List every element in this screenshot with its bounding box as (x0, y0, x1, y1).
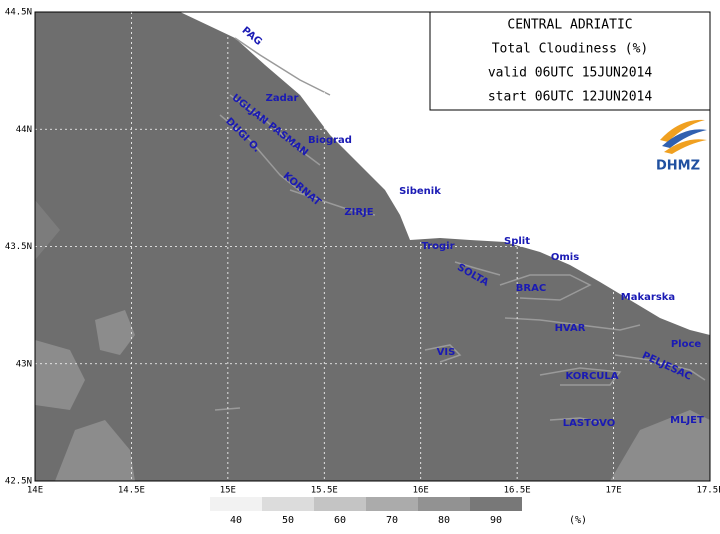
place-label: ZIRJE (344, 207, 373, 218)
island-outline (614, 354, 706, 381)
y-tick-label: 42.5N (5, 477, 32, 487)
coastlines (214, 37, 706, 423)
colorbar: 40 50 60 70 80 90 (%) (210, 497, 587, 526)
colorbar-label: 60 (334, 515, 346, 526)
title-line: CENTRAL ADRIATIC (507, 18, 632, 33)
colorbar-label: 70 (386, 515, 398, 526)
colorbar-box (314, 497, 366, 511)
map-frame (34, 11, 711, 482)
place-label: Makarska (621, 292, 675, 303)
x-tick-label: 16.5E (504, 486, 531, 496)
colorbar-box (470, 497, 522, 511)
colorbar-box (262, 497, 314, 511)
island-outline (219, 114, 306, 196)
island-outline (539, 367, 622, 386)
place-label: Split (504, 236, 530, 247)
colorbar-label: 40 (230, 515, 242, 526)
logo: DHMZ (656, 119, 707, 174)
cloud-patch (35, 200, 60, 260)
logo-text: DHMZ (656, 159, 700, 174)
cloud-patch (55, 420, 135, 481)
island-outline (229, 94, 321, 166)
island-outline (234, 37, 331, 96)
colorbar-unit: (%) (569, 515, 587, 526)
x-tick-label: 14.5E (118, 486, 145, 496)
colorbar-label: 90 (490, 515, 502, 526)
place-label: HVAR (555, 323, 586, 334)
island-outline (454, 261, 501, 276)
place-label: Sibenik (399, 186, 441, 197)
title-line: Total Cloudiness (%) (492, 42, 649, 57)
cloud-patch (610, 410, 710, 481)
colorbar-box (366, 497, 418, 511)
island-outline (289, 189, 376, 216)
island-outline (499, 274, 592, 301)
colorbar-label: 50 (282, 515, 294, 526)
title-line: valid 06UTC 15JUN2014 (488, 66, 653, 81)
y-tick-label: 43N (16, 359, 32, 369)
place-label: KORCULA (565, 371, 618, 382)
island-outline (549, 417, 601, 423)
x-tick-label: 16E (413, 486, 429, 496)
logo-swoosh (660, 119, 705, 142)
x-tick-label: 15E (220, 486, 236, 496)
y-tick-label: 43.5N (5, 242, 32, 252)
place-label: Trogir (421, 241, 454, 252)
place-label: LASTOVO (563, 418, 615, 429)
y-tick-label: 44.5N (5, 8, 32, 18)
island-outline (424, 344, 462, 363)
place-label: Ploce (671, 339, 702, 350)
place-label: Omis (551, 252, 579, 263)
title-line: start 06UTC 12JUN2014 (488, 90, 653, 105)
x-tick-label: 17.5E (696, 486, 720, 496)
x-tick-label: 15.5E (311, 486, 338, 496)
title-lines: CENTRAL ADRIATIC Total Cloudiness (%) vali… (488, 18, 653, 105)
place-label: Zadar (266, 93, 299, 104)
logo-swoosh (662, 129, 707, 148)
x-tick-label: 14E (27, 486, 43, 496)
place-label: VIS (437, 347, 456, 358)
place-label: Biograd (308, 135, 352, 146)
colorbar-box (210, 497, 262, 511)
place-label: BRAC (516, 283, 546, 294)
x-tick-label: 17E (605, 486, 621, 496)
place-label: MLJET (670, 415, 704, 426)
colorbar-box (418, 497, 470, 511)
title-box (429, 11, 711, 111)
island-outline (504, 317, 641, 331)
logo-swoosh (664, 139, 707, 154)
colorbar-label: 80 (438, 515, 450, 526)
y-tick-label: 44N (16, 125, 32, 135)
cloud-patch (95, 310, 135, 355)
cloud-patch (35, 340, 85, 410)
